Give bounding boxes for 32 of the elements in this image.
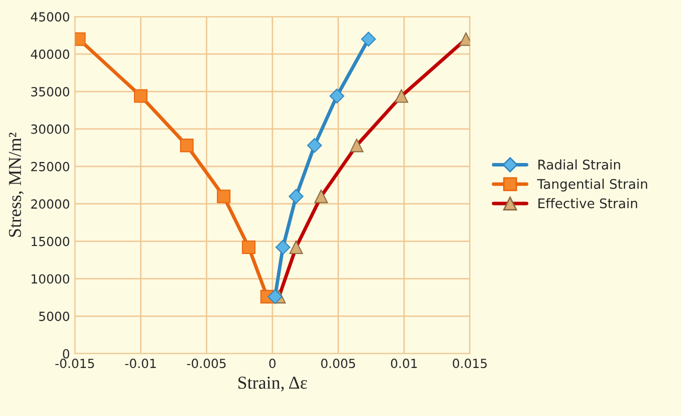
y-tick-label: 40000 — [30, 50, 70, 60]
point — [330, 88, 344, 104]
y-tick-label: 0 — [62, 349, 70, 359]
y-tick-label: 25000 — [31, 162, 70, 172]
legend-label: Radial Strain — [538, 159, 620, 170]
y-tick-label: 45000 — [30, 12, 70, 22]
y-tick-label: 30000 — [31, 124, 70, 134]
x-tick-label: -0.005 — [187, 358, 226, 368]
point — [361, 32, 376, 46]
legend-label: Effective Strain — [538, 198, 638, 208]
x-tick-label: 0.015 — [452, 358, 487, 368]
point — [268, 289, 282, 304]
y-axis-title: Stress, MN/m² — [8, 132, 24, 237]
point — [134, 89, 148, 103]
y-tick-label: 5000 — [39, 312, 70, 322]
x-tick-label: -0.01 — [125, 358, 156, 368]
point — [216, 190, 230, 204]
point — [276, 240, 290, 255]
point — [242, 240, 256, 254]
point — [307, 138, 322, 153]
y-tick-label: 15000 — [32, 236, 70, 246]
x-tick-label: 0.01 — [390, 358, 417, 368]
y-tick-label: 20000 — [31, 199, 70, 209]
x-tick-label: -0.015 — [55, 358, 94, 368]
y-tick-label: 10000 — [32, 274, 70, 284]
x-tick-label: 0 — [269, 358, 276, 368]
x-axis-title: Strain, Δε — [238, 376, 308, 392]
x-tick-label: 0.005 — [321, 358, 356, 368]
legend-label: Tangential Strain — [537, 178, 648, 192]
y-tick-label: 35000 — [31, 86, 70, 96]
point — [288, 188, 304, 204]
point — [180, 138, 194, 152]
